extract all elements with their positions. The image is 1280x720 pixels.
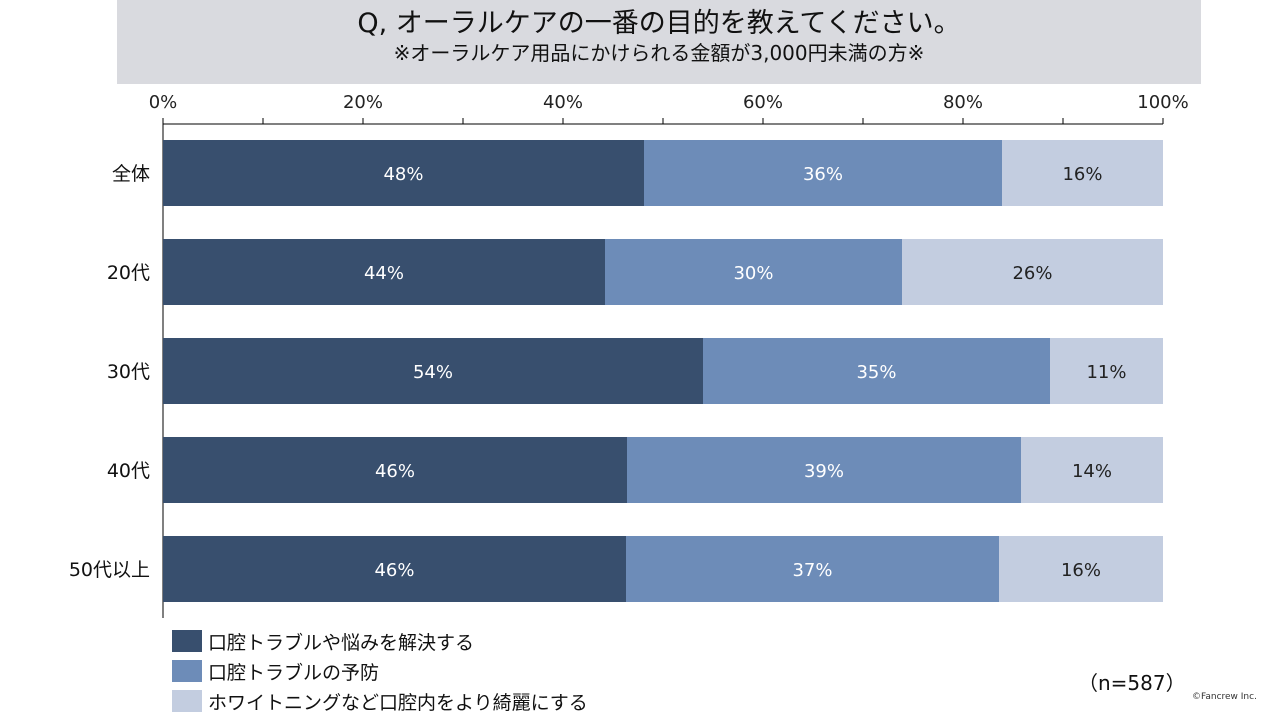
data-label: 35% [856,362,896,383]
title-box: Q, オーラルケアの一番の目的を教えてください。 ※オーラルケア用品にかけられる… [117,0,1201,84]
bar-segment [1050,338,1163,404]
bar-segment [163,140,644,206]
legend-item: 口腔トラブルや悩みを解決する [172,626,588,656]
bar-segment [605,239,902,305]
legend-label: 口腔トラブルや悩みを解決する [208,631,475,654]
data-label: 44% [364,263,404,284]
category-label: 40代 [107,460,150,482]
x-tick-label: 100% [1137,92,1188,113]
data-label: 16% [1061,560,1101,581]
data-label: 46% [374,560,414,581]
chart-title: Q, オーラルケアの一番の目的を教えてください。 [357,8,961,39]
legend-item: 口腔トラブルの予防 [172,656,588,686]
data-label: 16% [1062,164,1102,185]
bar-segment [626,536,999,602]
copyright: ©Fancrew Inc. [1192,692,1257,702]
chart-subtitle: ※オーラルケア用品にかけられる金額が3,000円未満の方※ [393,41,925,65]
x-tick-label: 80% [943,92,983,113]
legend-swatch [172,630,202,652]
legend-label: 口腔トラブルの予防 [208,661,380,684]
bar-segment [1021,437,1163,503]
bar-segment [163,239,605,305]
data-label: 30% [733,263,773,284]
x-tick-label: 60% [743,92,783,113]
legend-item: ホワイトニングなど口腔内をより綺麗にする [172,686,588,716]
legend: 口腔トラブルや悩みを解決する 口腔トラブルの予防 ホワイトニングなど口腔内をより… [172,626,588,716]
data-label: 37% [792,560,832,581]
category-label: 20代 [107,262,150,284]
sample-size: （n=587） [1078,671,1186,695]
legend-swatch [172,660,202,682]
bar-segment [163,536,626,602]
legend-label: ホワイトニングなど口腔内をより綺麗にする [208,691,588,714]
data-label: 36% [803,164,843,185]
x-tick-label: 20% [343,92,383,113]
category-label: 全体 [112,163,150,185]
data-label: 26% [1012,263,1052,284]
x-tick-label: 0% [149,92,178,113]
category-label: 50代以上 [69,559,150,581]
x-tick-label: 40% [543,92,583,113]
bar-segment [627,437,1021,503]
bar-segment [644,140,1002,206]
bar-segment [1002,140,1163,206]
bar-segment [163,437,627,503]
bar-segment [902,239,1163,305]
data-label: 46% [375,461,415,482]
data-label: 14% [1072,461,1112,482]
bar-segment [999,536,1163,602]
data-label: 39% [804,461,844,482]
bar-segment [703,338,1050,404]
data-label: 48% [383,164,423,185]
data-label: 11% [1086,362,1126,383]
category-label: 30代 [107,361,150,383]
legend-swatch [172,690,202,712]
bar-segment [163,338,703,404]
data-label: 54% [413,362,453,383]
